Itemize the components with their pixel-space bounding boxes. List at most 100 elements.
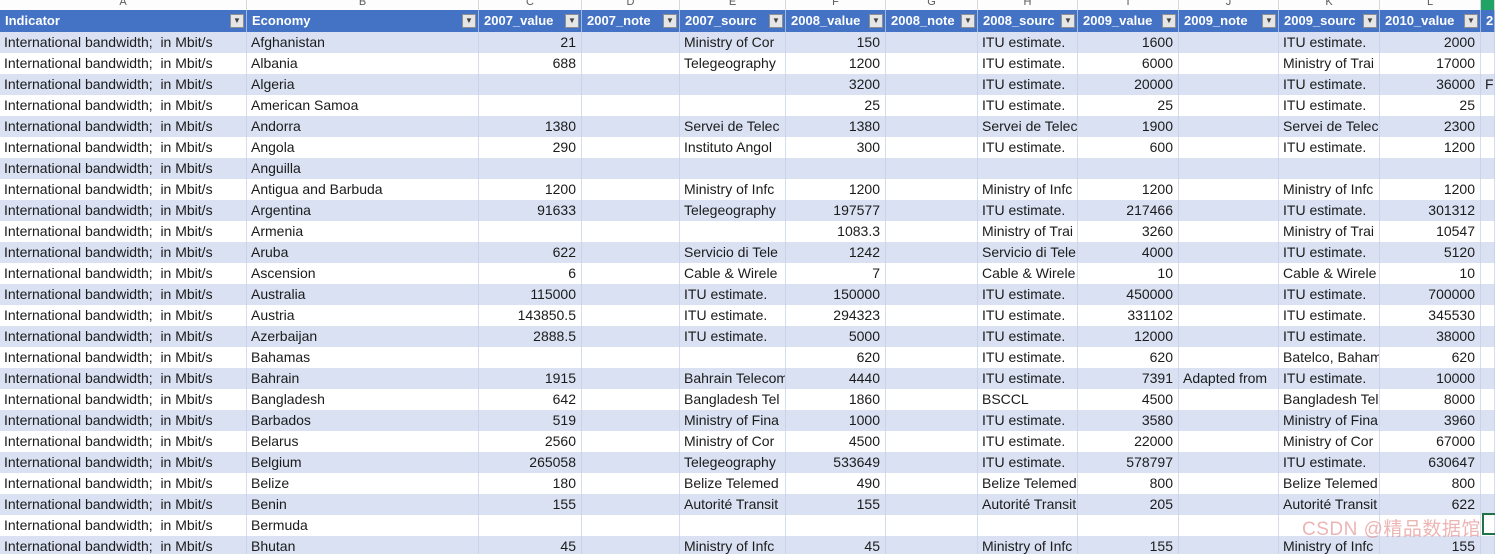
2009-source-cell[interactable]: ITU estimate. [1279, 305, 1380, 326]
2009-value-cell[interactable] [1078, 515, 1179, 536]
2009-note-cell[interactable] [1179, 200, 1279, 221]
2009-source-cell[interactable]: Batelco, Baham [1279, 347, 1380, 368]
2008-value-cell[interactable]: 150000 [786, 284, 886, 305]
economy-cell[interactable]: Argentina [247, 200, 479, 221]
2009-note-cell[interactable] [1179, 158, 1279, 179]
2007-source-cell[interactable] [680, 74, 786, 95]
2009-value-cell[interactable]: 600 [1078, 137, 1179, 158]
2008-source-cell[interactable]: Autorité Transit [978, 494, 1078, 515]
2009-source-cell[interactable]: Servei de Telec [1279, 116, 1380, 137]
economy-cell[interactable]: Belize [247, 473, 479, 494]
2008-value-cell[interactable]: 5000 [786, 326, 886, 347]
economy-cell[interactable]: American Samoa [247, 95, 479, 116]
indicator-cell[interactable]: International bandwidth; in Mbit/s [0, 452, 247, 473]
2008-value-cell[interactable]: 197577 [786, 200, 886, 221]
2009-value-cell[interactable]: 6000 [1078, 53, 1179, 74]
2007-note-cell[interactable] [582, 158, 680, 179]
column-letter-j[interactable]: J [1179, 0, 1279, 10]
2009-source-cell[interactable] [1279, 158, 1380, 179]
2008-source-cell[interactable]: ITU estimate. [978, 53, 1078, 74]
2008-value-cell[interactable]: 4440 [786, 368, 886, 389]
2007-value-cell[interactable]: 21 [479, 32, 582, 53]
column-letter-g[interactable]: G [886, 0, 978, 10]
2008-source-cell[interactable]: ITU estimate. [978, 305, 1078, 326]
economy-cell[interactable]: Andorra [247, 116, 479, 137]
2007-value-cell[interactable] [479, 347, 582, 368]
2008-value-cell[interactable]: 1380 [786, 116, 886, 137]
indicator-cell[interactable]: International bandwidth; in Mbit/s [0, 326, 247, 347]
economy-cell[interactable]: Benin [247, 494, 479, 515]
filter-dropdown-button[interactable]: ▼ [462, 14, 476, 28]
2007-value-cell[interactable]: 290 [479, 137, 582, 158]
2008-note-cell[interactable] [886, 158, 978, 179]
2007-value-cell[interactable]: 115000 [479, 284, 582, 305]
2010-value-cell[interactable]: 67000 [1380, 431, 1481, 452]
2007-value-cell[interactable]: 688 [479, 53, 582, 74]
2007-value-cell[interactable]: 1200 [479, 179, 582, 200]
2007-value-cell[interactable]: 91633 [479, 200, 582, 221]
2008-value-cell[interactable]: 1242 [786, 242, 886, 263]
2010-value-cell[interactable]: 800 [1380, 473, 1481, 494]
2009-value-cell[interactable]: 1200 [1078, 179, 1179, 200]
2007-source-cell[interactable] [680, 158, 786, 179]
column-header-2[interactable]: 2 [1481, 10, 1495, 32]
filter-dropdown-button[interactable]: ▼ [1162, 14, 1176, 28]
2008-note-cell[interactable] [886, 179, 978, 200]
2008-value-cell[interactable]: 1200 [786, 53, 886, 74]
2009-value-cell[interactable]: 217466 [1078, 200, 1179, 221]
2009-value-cell[interactable]: 10 [1078, 263, 1179, 284]
indicator-cell[interactable]: International bandwidth; in Mbit/s [0, 32, 247, 53]
2008-note-cell[interactable] [886, 389, 978, 410]
2009-value-cell[interactable]: 205 [1078, 494, 1179, 515]
2008-value-cell[interactable]: 533649 [786, 452, 886, 473]
filter-dropdown-button[interactable]: ▼ [869, 14, 883, 28]
2008-source-cell[interactable]: ITU estimate. [978, 326, 1078, 347]
2008-value-cell[interactable]: 7 [786, 263, 886, 284]
2010-note-cell[interactable]: F [1481, 74, 1495, 95]
indicator-cell[interactable]: International bandwidth; in Mbit/s [0, 305, 247, 326]
column-header-2009-value[interactable]: 2009_value ▼ [1078, 10, 1179, 32]
2007-source-cell[interactable]: Bahrain Telecom [680, 368, 786, 389]
2008-note-cell[interactable] [886, 305, 978, 326]
economy-cell[interactable]: Angola [247, 137, 479, 158]
economy-cell[interactable]: Antigua and Barbuda [247, 179, 479, 200]
2009-value-cell[interactable]: 22000 [1078, 431, 1179, 452]
2009-note-cell[interactable] [1179, 473, 1279, 494]
2008-note-cell[interactable] [886, 116, 978, 137]
2009-note-cell[interactable] [1179, 284, 1279, 305]
2009-source-cell[interactable]: ITU estimate. [1279, 137, 1380, 158]
indicator-cell[interactable]: International bandwidth; in Mbit/s [0, 368, 247, 389]
2009-note-cell[interactable] [1179, 221, 1279, 242]
2008-note-cell[interactable] [886, 452, 978, 473]
column-letter-h[interactable]: H [978, 0, 1078, 10]
2010-note-cell[interactable] [1481, 221, 1495, 242]
2008-source-cell[interactable]: Servei de Telec [978, 116, 1078, 137]
2007-value-cell[interactable] [479, 221, 582, 242]
2007-source-cell[interactable]: Servicio di Tele [680, 242, 786, 263]
2007-value-cell[interactable]: 642 [479, 389, 582, 410]
2008-source-cell[interactable]: Ministry of Infc [978, 536, 1078, 554]
2007-value-cell[interactable]: 2560 [479, 431, 582, 452]
2007-source-cell[interactable]: ITU estimate. [680, 326, 786, 347]
2010-value-cell[interactable]: 301312 [1380, 200, 1481, 221]
economy-cell[interactable]: Belarus [247, 431, 479, 452]
2008-source-cell[interactable]: Ministry of Infc [978, 179, 1078, 200]
2008-value-cell[interactable]: 45 [786, 536, 886, 554]
filter-dropdown-button[interactable]: ▼ [769, 14, 783, 28]
2009-source-cell[interactable]: Ministry of Cor [1279, 431, 1380, 452]
2009-source-cell[interactable]: Bangladesh Tel [1279, 389, 1380, 410]
2008-source-cell[interactable]: ITU estimate. [978, 410, 1078, 431]
2010-value-cell[interactable]: 1200 [1380, 179, 1481, 200]
column-header-economy[interactable]: Economy ▼ [247, 10, 479, 32]
2009-note-cell[interactable] [1179, 347, 1279, 368]
2009-source-cell[interactable]: ITU estimate. [1279, 452, 1380, 473]
2009-value-cell[interactable]: 800 [1078, 473, 1179, 494]
2007-value-cell[interactable] [479, 515, 582, 536]
2007-note-cell[interactable] [582, 368, 680, 389]
2008-value-cell[interactable] [786, 158, 886, 179]
2010-note-cell[interactable] [1481, 53, 1495, 74]
2009-note-cell[interactable] [1179, 137, 1279, 158]
filter-dropdown-button[interactable]: ▼ [961, 14, 975, 28]
2008-value-cell[interactable]: 155 [786, 494, 886, 515]
column-header-2007-value[interactable]: 2007_value ▼ [479, 10, 582, 32]
